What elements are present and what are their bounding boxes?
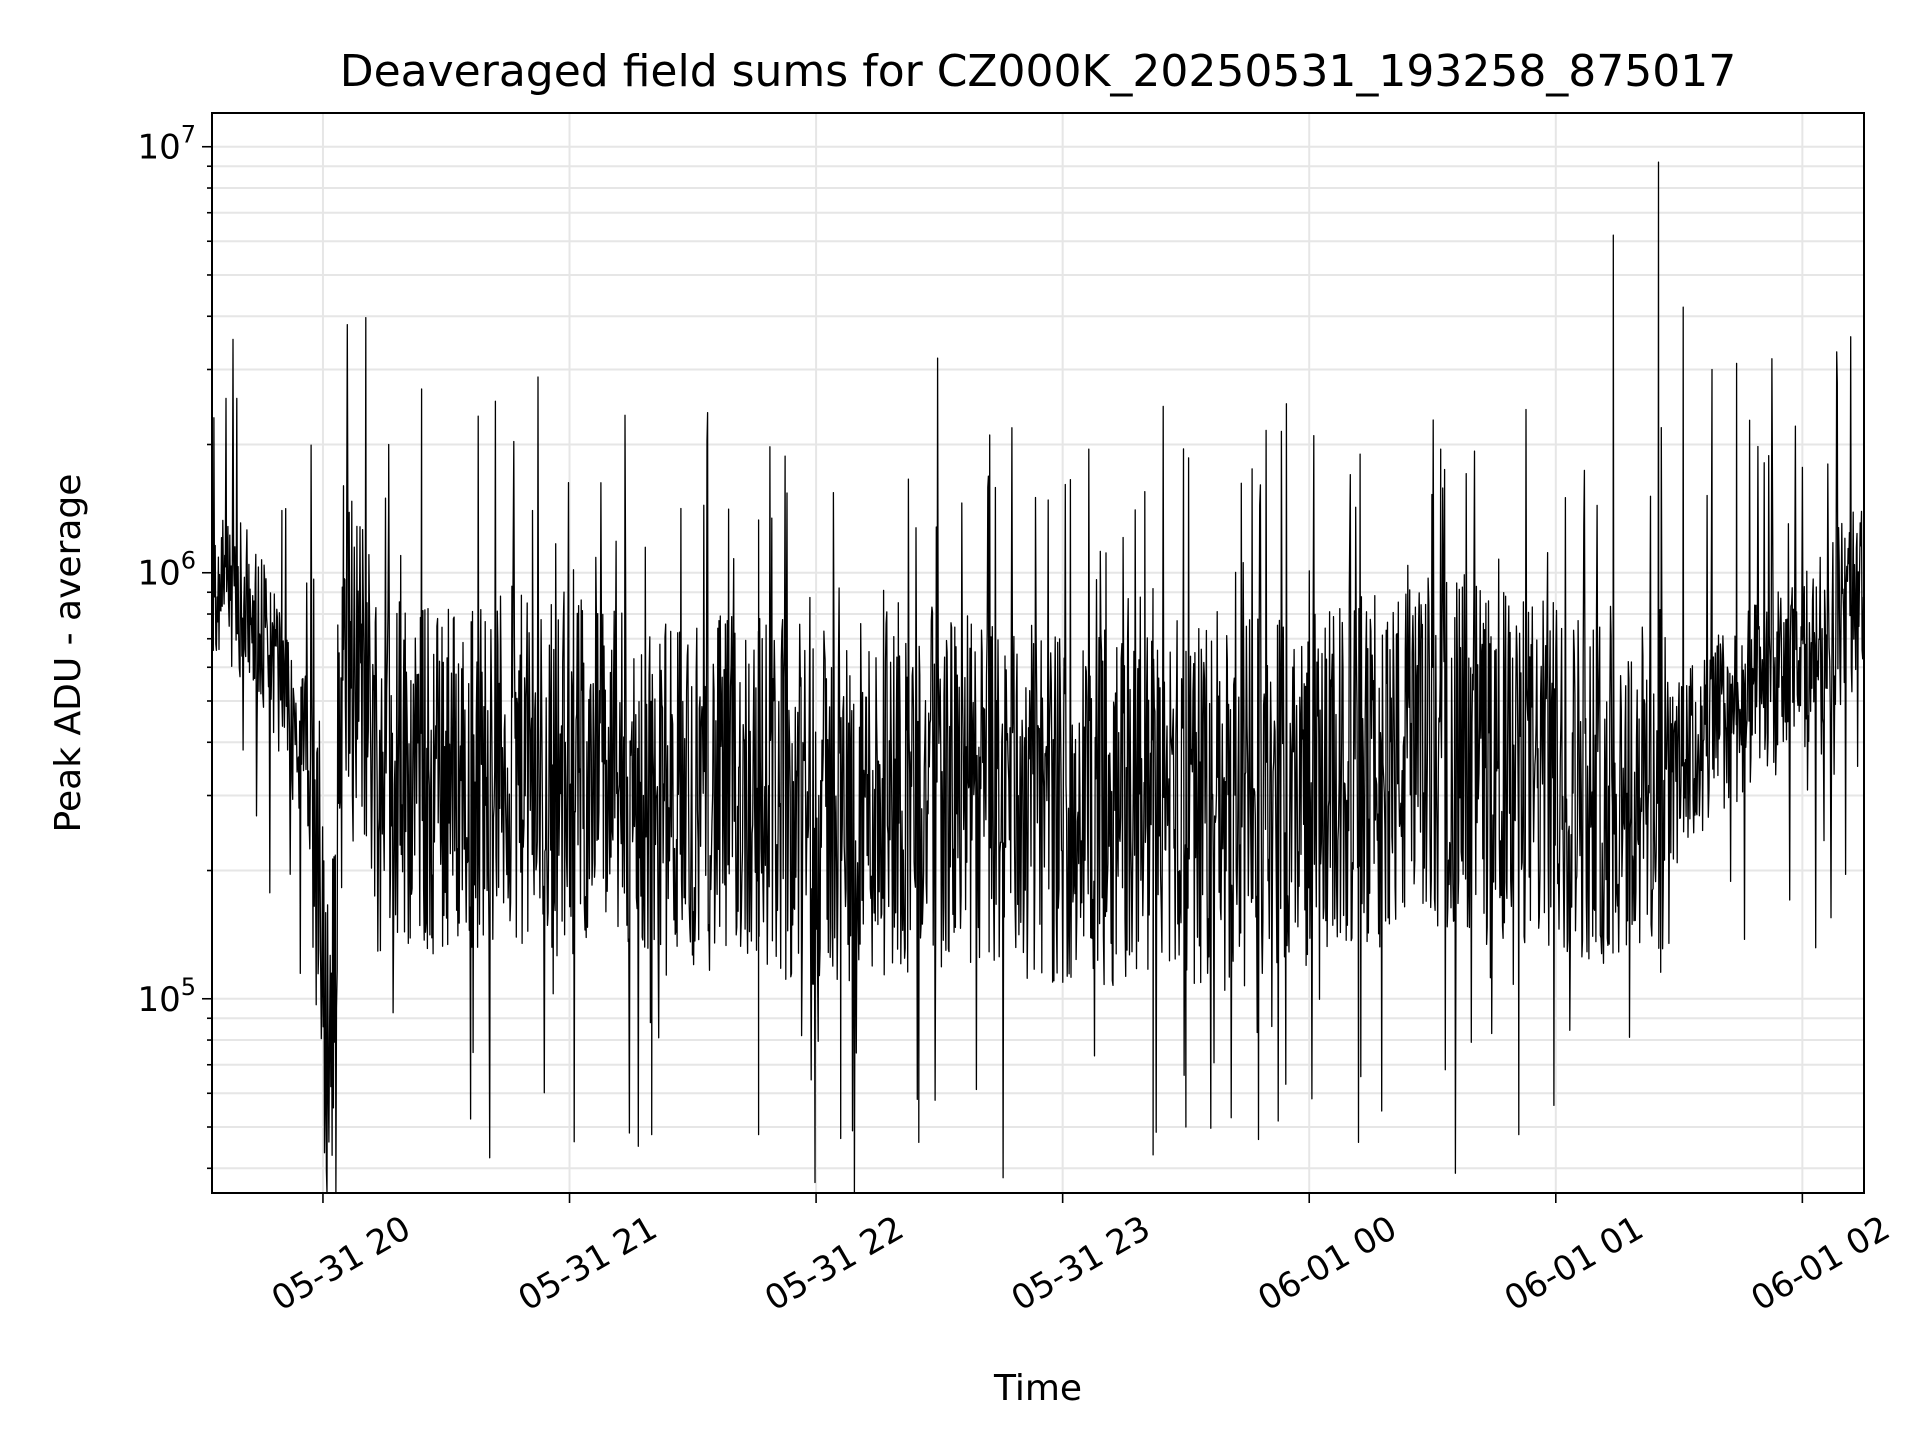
x-axis-label: Time <box>993 1368 1082 1409</box>
chart-title: Deaveraged field sums for CZ000K_2025053… <box>340 46 1737 97</box>
plot-frame <box>211 112 1865 1194</box>
data-layer <box>211 161 1865 1194</box>
y-tick-label: 105 <box>137 973 196 1020</box>
series-line <box>211 161 1865 1194</box>
y-axis-label: Peak ADU - average <box>48 474 89 833</box>
y-tick-label: 106 <box>137 547 196 594</box>
y-tick-label: 107 <box>137 121 196 168</box>
